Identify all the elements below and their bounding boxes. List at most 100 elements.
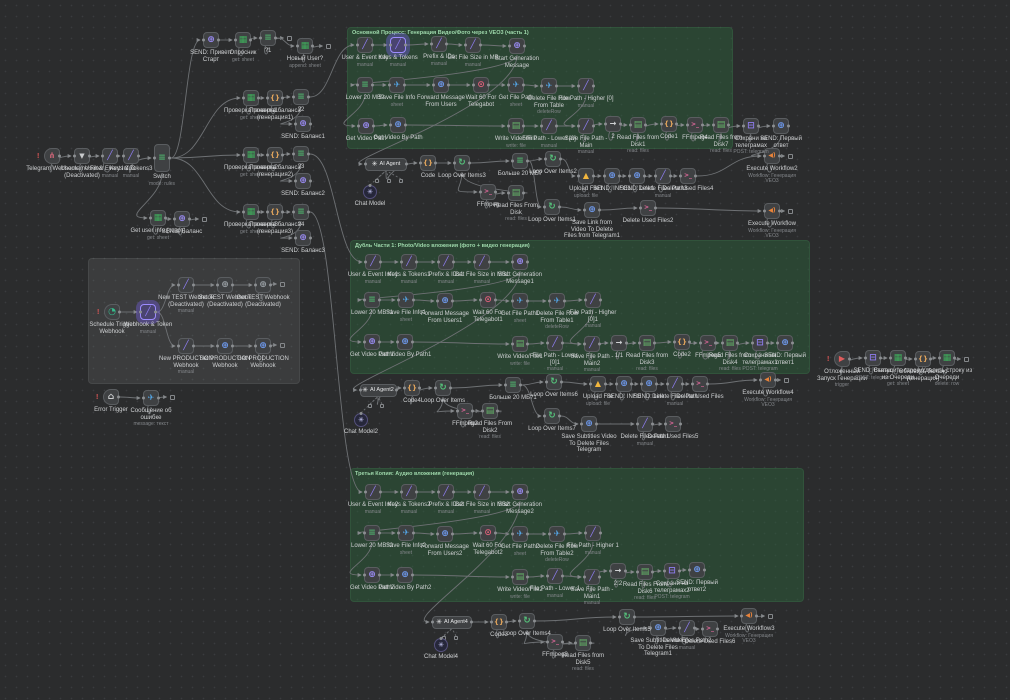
node-uei1[interactable]: ╱ (365, 254, 381, 270)
endpoint-epj[interactable] (279, 342, 285, 348)
node-sstart[interactable]: ⊕ (203, 32, 219, 48)
node-codeA[interactable]: {} (420, 155, 436, 171)
node-cm4[interactable]: ✳ (434, 638, 448, 652)
node-duf0[interactable]: >_ (692, 376, 708, 392)
node-wvf2[interactable]: ▤ (512, 569, 528, 585)
node-dfp0[interactable]: ╱ (667, 376, 683, 392)
node-bal1[interactable]: {} (267, 90, 283, 106)
node-sfi[interactable]: ✈ (389, 77, 405, 93)
node-errt[interactable]: ⌂! (96, 389, 119, 405)
node-dfr2[interactable]: ✈ (549, 526, 565, 542)
node-q1[interactable]: ≡ (260, 30, 276, 46)
node-sgm[interactable]: ⊕ (509, 38, 525, 54)
node-svl3[interactable]: ⊕ (650, 620, 666, 636)
node-wvf1[interactable]: ▤ (512, 336, 528, 352)
node-gfs[interactable]: ╱ (465, 37, 481, 53)
node-slink2[interactable]: ⊕ (641, 376, 657, 392)
endpoint-epd[interactable] (787, 153, 793, 159)
node-dfr1[interactable]: ✈ (549, 293, 565, 309)
node-f3[interactable]: ≡ (293, 204, 309, 220)
node-gvbp1[interactable]: ⊕ (397, 334, 413, 350)
node-sinfo2[interactable]: ⊕ (616, 376, 632, 392)
node-fwd2[interactable]: ⊕ (437, 526, 453, 542)
node-fph[interactable]: ╱ (578, 78, 594, 94)
node-pid2[interactable]: ╱ (438, 484, 454, 500)
node-gvp1[interactable]: ⊕ (364, 334, 380, 350)
node-rfd2[interactable]: ▤ (482, 403, 498, 419)
node-errm[interactable]: ✈ (143, 390, 159, 406)
node-gfp2[interactable]: ✈ (512, 526, 528, 542)
node-ag4[interactable]: ✳ AI Agent4 (432, 615, 472, 629)
node-wvf[interactable]: ▤ (508, 118, 524, 134)
endpoint-epg[interactable] (783, 377, 789, 383)
node-fpl[interactable]: ╱ (541, 118, 557, 134)
node-tgw[interactable]: ⋔! (37, 148, 60, 164)
node-b20[interactable]: ≡ (512, 153, 528, 169)
node-sb1[interactable]: ⊕ (295, 116, 311, 132)
node-sched[interactable]: ◔! (97, 304, 120, 320)
node-send2[interactable]: ⊕ (777, 335, 793, 351)
connector-ag1a[interactable] (375, 179, 379, 183)
node-code3[interactable]: {} (491, 614, 507, 630)
node-sfp2[interactable]: ╱ (584, 569, 600, 585)
node-pid[interactable]: ╱ (431, 36, 447, 52)
node-f1[interactable]: ≡ (293, 89, 309, 105)
node-ffm1[interactable]: >_ (480, 184, 496, 200)
connector-ag1c[interactable] (399, 179, 403, 183)
node-dfp3[interactable]: ╱ (655, 168, 671, 184)
node-dfr[interactable]: ✈ (541, 78, 557, 94)
node-sstat[interactable]: ⊟ (865, 350, 881, 366)
node-pullq[interactable]: ▦ (890, 350, 906, 366)
node-rfd0[interactable]: ▤ (508, 185, 524, 201)
node-gvbp[interactable]: ⊕ (390, 117, 406, 133)
node-gtw[interactable]: ⊕ (255, 277, 271, 293)
node-loop6[interactable]: ↻ (546, 374, 562, 390)
node-loop1[interactable]: ↻ (544, 199, 560, 215)
node-svl2[interactable]: ⊕ (581, 416, 597, 432)
endpoint-epc[interactable] (201, 216, 207, 222)
node-ffm5[interactable]: >_ (700, 335, 716, 351)
node-exw3[interactable]: ◀) (741, 608, 757, 624)
node-rfd5[interactable]: ▤ (575, 635, 591, 651)
node-exw2[interactable]: ◀) (764, 148, 780, 164)
node-sgm2[interactable]: ⊕ (512, 484, 528, 500)
node-gvbp2[interactable]: ⊕ (397, 567, 413, 583)
node-send1[interactable]: ⊕ (773, 118, 789, 134)
node-stw[interactable]: ⊕ (217, 277, 233, 293)
node-duf2[interactable]: >_ (640, 200, 656, 216)
node-cm2[interactable]: ✳ (354, 413, 368, 427)
node-pid1[interactable]: ╱ (438, 254, 454, 270)
node-bal3[interactable]: {} (267, 204, 283, 220)
node-kt3[interactable]: ╱ (123, 148, 139, 164)
node-loop7[interactable]: ↻ (544, 408, 560, 424)
node-sb2[interactable]: ⊕ (295, 173, 311, 189)
node-fpl1[interactable]: ╱ (547, 335, 563, 351)
node-delq[interactable]: ▦ (939, 350, 955, 366)
node-fph1[interactable]: ╱ (585, 292, 601, 308)
node-sfi2[interactable]: ✈ (398, 525, 414, 541)
node-kt[interactable]: ╱ (390, 37, 406, 53)
node-gfs1[interactable]: ╱ (474, 254, 490, 270)
node-l20[interactable]: ≡ (357, 77, 373, 93)
node-uei2[interactable]: ╱ (365, 484, 381, 500)
node-duf5[interactable]: >_ (665, 416, 681, 432)
node-sfp1[interactable]: ╱ (584, 336, 600, 352)
connector-ag2a[interactable] (368, 404, 372, 408)
node-chk3[interactable]: ▦ (243, 204, 259, 220)
node-bal2[interactable]: {} (267, 147, 283, 163)
node-dfp2[interactable]: ╱ (679, 620, 695, 636)
node-gfp1[interactable]: ✈ (512, 293, 528, 309)
node-codeB[interactable]: {} (674, 334, 690, 350)
endpoint-epl[interactable] (963, 356, 969, 362)
endpoint-epe[interactable] (787, 208, 793, 214)
node-chk2[interactable]: ▦ (243, 147, 259, 163)
node-gfs2[interactable]: ╱ (474, 484, 490, 500)
node-store2[interactable]: ⊟ (752, 335, 768, 351)
node-ffm3[interactable]: >_ (547, 634, 563, 650)
node-exw4[interactable]: ◀) (760, 372, 776, 388)
node-rfd1[interactable]: ▤ (630, 117, 646, 133)
node-l202[interactable]: ≡ (364, 525, 380, 541)
node-code1[interactable]: {} (661, 116, 677, 132)
connector-ag1b[interactable] (387, 179, 391, 183)
connector-ag2b[interactable] (380, 404, 384, 408)
